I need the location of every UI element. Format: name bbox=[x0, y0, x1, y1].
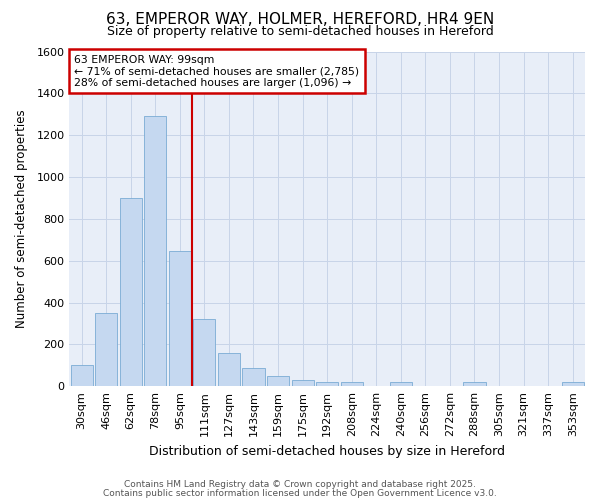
Text: Size of property relative to semi-detached houses in Hereford: Size of property relative to semi-detach… bbox=[107, 25, 493, 38]
Text: Contains HM Land Registry data © Crown copyright and database right 2025.: Contains HM Land Registry data © Crown c… bbox=[124, 480, 476, 489]
Bar bbox=[562, 382, 584, 386]
Bar bbox=[292, 380, 314, 386]
X-axis label: Distribution of semi-detached houses by size in Hereford: Distribution of semi-detached houses by … bbox=[149, 444, 505, 458]
Bar bbox=[242, 368, 265, 386]
Text: 63 EMPEROR WAY: 99sqm
← 71% of semi-detached houses are smaller (2,785)
28% of s: 63 EMPEROR WAY: 99sqm ← 71% of semi-deta… bbox=[74, 55, 359, 88]
Bar bbox=[341, 382, 363, 386]
Bar bbox=[144, 116, 166, 386]
Bar bbox=[463, 382, 485, 386]
Text: 63, EMPEROR WAY, HOLMER, HEREFORD, HR4 9EN: 63, EMPEROR WAY, HOLMER, HEREFORD, HR4 9… bbox=[106, 12, 494, 28]
Bar bbox=[193, 319, 215, 386]
Bar bbox=[316, 382, 338, 386]
Bar bbox=[71, 366, 92, 386]
Bar bbox=[95, 313, 117, 386]
Bar bbox=[119, 198, 142, 386]
Text: Contains public sector information licensed under the Open Government Licence v3: Contains public sector information licen… bbox=[103, 488, 497, 498]
Bar bbox=[169, 252, 191, 386]
Y-axis label: Number of semi-detached properties: Number of semi-detached properties bbox=[15, 110, 28, 328]
Bar bbox=[218, 352, 240, 386]
Bar bbox=[390, 382, 412, 386]
Bar bbox=[267, 376, 289, 386]
